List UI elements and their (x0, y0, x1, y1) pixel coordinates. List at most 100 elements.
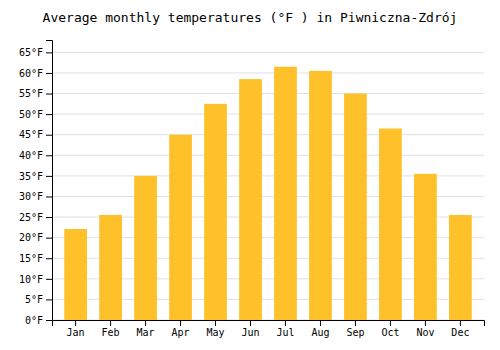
x-tick-label: Sep (346, 327, 364, 338)
x-tick: Oct (381, 320, 399, 338)
bar (414, 174, 437, 320)
y-tick-mark (46, 52, 52, 53)
x-tick: Sep (346, 320, 364, 338)
x-tick: Apr (172, 320, 190, 338)
x-tick-mark (390, 320, 391, 326)
y-tick-mark (46, 135, 52, 136)
x-axis: Jan Feb Mar Apr May Jun Jul Aug Sep Oct Nov Dec (53, 320, 485, 338)
x-tick-label: Jan (67, 327, 85, 338)
y-tick-mark (46, 176, 52, 177)
x-tick-mark (460, 320, 461, 326)
bar (169, 135, 192, 320)
x-tick-label: Dec (451, 327, 469, 338)
y-tick: 35°F (19, 171, 52, 182)
y-tick-label: 0°F (25, 315, 43, 326)
y-tick-mark (46, 238, 52, 239)
y-tick: 55°F (19, 88, 52, 99)
bar (64, 229, 87, 320)
y-tick-label: 65°F (19, 47, 43, 58)
x-tick-mark (180, 320, 181, 326)
x-tick: Jan (67, 320, 85, 338)
bar (309, 71, 332, 320)
y-tick: 15°F (19, 253, 52, 264)
y-tick-mark (46, 73, 52, 74)
x-tick-label: Jul (276, 327, 294, 338)
x-tick: Dec (451, 320, 469, 338)
bar (344, 94, 367, 320)
grid-line (52, 52, 484, 53)
y-tick: 5°F (25, 294, 52, 305)
y-tick-label: 50°F (19, 109, 43, 120)
y-tick: 25°F (19, 212, 52, 223)
y-tick-label: 30°F (19, 191, 43, 202)
x-tick: Nov (416, 320, 434, 338)
title: Average monthly temperatures (°F ) in Pi… (43, 10, 458, 25)
x-tick-mark (355, 320, 356, 326)
x-axis-line (53, 321, 485, 327)
y-tick-mark (46, 217, 52, 218)
bar (274, 67, 297, 320)
x-tick-mark (145, 320, 146, 326)
chart: Average monthly temperatures (°F ) in Pi… (0, 0, 500, 350)
y-tick: 60°F (19, 68, 52, 79)
y-tick: 65°F (19, 47, 52, 58)
y-tick-mark (46, 279, 52, 280)
y-axis: 0°F 5°F 10°F 15°F 20°F 25°F 30°F 35°F 40°F 45°F 50… (19, 41, 53, 326)
y-tick: 40°F (19, 150, 52, 161)
grid (52, 52, 484, 320)
y-tick-label: 5°F (25, 294, 43, 305)
x-tick-mark (320, 320, 321, 326)
x-tick-label: Apr (172, 327, 190, 338)
y-tick-label: 45°F (19, 129, 43, 140)
x-tick: Aug (311, 320, 329, 338)
plot: 0°F 5°F 10°F 15°F 20°F 25°F 30°F 35°F 40°F 45°F 50… (19, 41, 485, 339)
y-tick: 0°F (25, 315, 52, 326)
y-tick-label: 25°F (19, 212, 43, 223)
x-tick-label: Mar (137, 327, 155, 338)
y-tick-mark (46, 94, 52, 95)
y-tick: 20°F (19, 232, 52, 243)
x-tick-mark (285, 320, 286, 326)
y-tick-label: 55°F (19, 88, 43, 99)
y-tick-mark (46, 320, 52, 321)
x-tick-label: May (206, 327, 224, 338)
y-tick-mark (46, 155, 52, 156)
y-tick-label: 10°F (19, 274, 43, 285)
bars (64, 67, 472, 320)
x-tick: Jul (276, 320, 294, 338)
x-tick-mark (215, 320, 216, 326)
y-tick-label: 35°F (19, 171, 43, 182)
y-tick-label: 60°F (19, 68, 43, 79)
grid-line (52, 114, 484, 115)
grid-line (52, 155, 484, 156)
y-tick: 30°F (19, 191, 52, 202)
x-tick-label: Jun (241, 327, 259, 338)
x-tick-label: Nov (416, 327, 434, 338)
x-tick-mark (250, 320, 251, 326)
x-tick-label: Oct (381, 327, 399, 338)
y-axis-line (46, 41, 53, 321)
bar (99, 215, 122, 320)
y-tick-label: 15°F (19, 253, 43, 264)
x-tick-label: Feb (102, 327, 120, 338)
x-tick: Jun (241, 320, 259, 338)
grid-line (52, 134, 484, 135)
grid-line (52, 93, 484, 94)
y-tick-mark (46, 299, 52, 300)
y-tick-mark (46, 196, 52, 197)
x-tick-label: Aug (311, 327, 329, 338)
y-tick-label: 20°F (19, 232, 43, 243)
x-tick-mark (110, 320, 111, 326)
x-tick: Feb (102, 320, 120, 338)
bar (379, 129, 402, 320)
bar (204, 104, 227, 320)
x-tick: May (206, 320, 224, 338)
bar (449, 215, 472, 320)
y-tick: 10°F (19, 274, 52, 285)
x-tick: Mar (137, 320, 155, 338)
y-tick-mark (46, 114, 52, 115)
y-tick: 50°F (19, 109, 52, 120)
x-tick-mark (75, 320, 76, 326)
bar (239, 79, 262, 320)
grid-line (52, 72, 484, 73)
